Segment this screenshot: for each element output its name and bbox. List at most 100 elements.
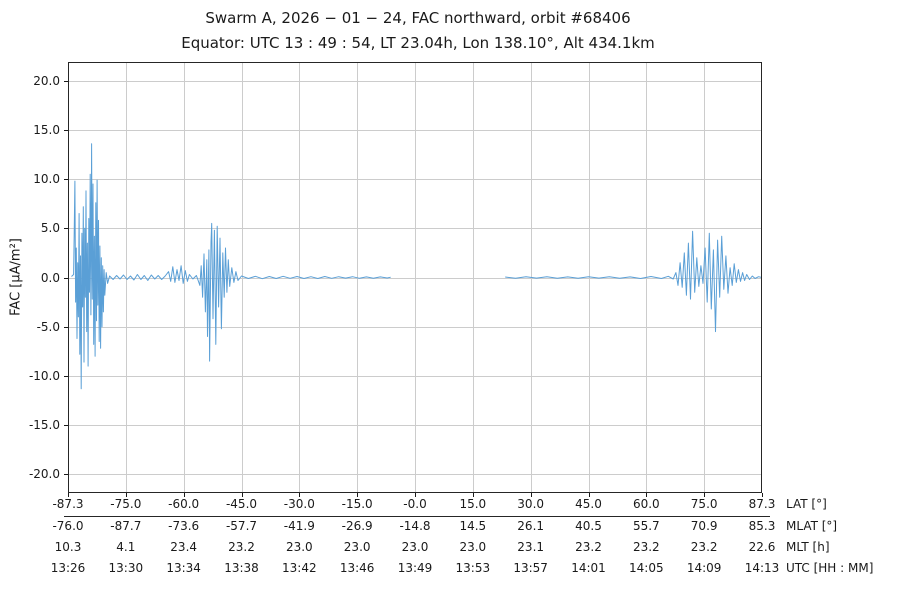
x-tick-label-utc: 14:01 <box>571 561 606 575</box>
y-tick-mark <box>64 376 68 377</box>
x-tick-label-lat: 45.0 <box>575 497 602 511</box>
x-tick-mark <box>299 493 300 497</box>
x-tick-label-mlt: 23.0 <box>459 540 487 554</box>
x-tick-label-mlt: 23.2 <box>575 540 602 554</box>
x-tick-mark <box>415 493 416 497</box>
y-tick-label: 15.0 <box>33 122 60 137</box>
x-tick-label-utc: 13:34 <box>166 561 201 575</box>
fac-data-line <box>71 143 391 390</box>
chart-title: Swarm A, 2026 − 01 − 24, FAC northward, … <box>205 9 631 27</box>
x-axis-row-label-lat: LAT [°] <box>786 497 827 511</box>
x-tick-label-utc: 13:38 <box>224 561 259 575</box>
x-tick-label-mlt: 23.0 <box>343 540 371 554</box>
x-tick-label-mlat: -57.7 <box>225 519 258 533</box>
chart-subtitle: Equator: UTC 13 : 49 : 54, LT 23.04h, Lo… <box>181 34 655 52</box>
x-tick-label-lat: -30.0 <box>283 497 315 511</box>
x-tick-label-utc: 13:53 <box>455 561 491 575</box>
x-tick-label-mlat: 14.5 <box>459 519 487 533</box>
x-axis-row-utc: 13:26 13:30 13:34 13:38 13:42 13:46 13:49 13:53… <box>0 561 900 577</box>
x-tick-label-mlt: 23.1 <box>517 540 545 554</box>
y-tick-mark <box>64 130 68 131</box>
y-tick-mark <box>64 425 68 426</box>
x-tick-mark <box>242 493 243 497</box>
y-tick-mark <box>64 81 68 82</box>
x-tick-mark <box>68 493 69 497</box>
x-tick-mark <box>704 493 705 497</box>
x-tick-mark <box>126 493 127 497</box>
x-tick-label-mlat: 55.7 <box>632 519 660 533</box>
y-tick-mark <box>64 474 68 475</box>
x-tick-label-lat: -60.0 <box>168 497 200 511</box>
x-tick-label-utc: 13:57 <box>513 561 548 575</box>
axes-frame <box>68 62 762 493</box>
y-tick-label: -15.0 <box>28 418 60 433</box>
x-tick-mark <box>357 493 358 497</box>
y-tick-label: 10.0 <box>33 172 60 187</box>
x-tick-label-mlt: 4.1 <box>116 540 136 554</box>
x-axis-row-mlt: 10.3 4.1 23.4 23.2 23.0 23.0 23.0 23.0 23.1 23.2 2… <box>0 540 900 556</box>
x-tick-label-mlat: -41.9 <box>283 519 315 533</box>
x-tick-mark <box>184 493 185 497</box>
y-tick-mark <box>64 327 68 328</box>
y-tick-label: 0.0 <box>40 270 60 285</box>
y-tick-label: 20.0 <box>33 73 60 88</box>
x-tick-label-mlt: 10.3 <box>54 540 82 554</box>
fac-data-line <box>505 230 762 333</box>
x-tick-label-utc: 14:09 <box>686 561 722 575</box>
x-tick-label-lat: -75.0 <box>110 497 142 511</box>
x-tick-label-mlat: 70.9 <box>690 519 718 533</box>
x-tick-label-lat: -87.3 <box>52 497 84 511</box>
y-tick-mark <box>64 179 68 180</box>
x-tick-label-mlat: 40.5 <box>575 519 602 533</box>
x-tick-label-mlt: 23.4 <box>170 540 198 554</box>
x-tick-label-lat: -15.0 <box>341 497 373 511</box>
x-tick-label-utc: 13:42 <box>282 561 317 575</box>
x-tick-label-mlat: -87.7 <box>110 519 142 533</box>
y-tick-mark <box>64 228 68 229</box>
y-tick-label: -20.0 <box>28 467 60 482</box>
y-tick-mark <box>64 278 68 279</box>
x-tick-mark <box>589 493 590 497</box>
x-axis-row-mlat: -76.0 -87.7 -73.6 -57.7 -41.9 -26.9 -14.8 14.5 2… <box>0 519 900 535</box>
x-tick-label-lat: 87.3 <box>748 497 776 511</box>
x-tick-mark <box>646 493 647 497</box>
x-axis-row-lat: -87.3 -75.0 -60.0 -45.0 -30.0 -15.0 -0.0 15.0 30… <box>0 497 900 513</box>
x-tick-label-mlt: 23.2 <box>690 540 718 554</box>
y-tick-label: 5.0 <box>40 221 60 236</box>
x-tick-label-lat: 15.0 <box>459 497 487 511</box>
x-tick-mark <box>762 493 763 497</box>
x-tick-mark <box>473 493 474 497</box>
axis-row-separator <box>64 516 770 517</box>
x-tick-label-mlat: -76.0 <box>52 519 84 533</box>
x-tick-label-mlt: 23.2 <box>632 540 660 554</box>
x-tick-label-mlt: 23.2 <box>228 540 255 554</box>
x-tick-label-mlat: 85.3 <box>748 519 776 533</box>
x-tick-label-utc: 13:49 <box>397 561 433 575</box>
x-tick-mark <box>531 493 532 497</box>
x-tick-label-lat: 60.0 <box>632 497 660 511</box>
x-tick-label-mlt: 23.0 <box>401 540 429 554</box>
x-axis-row-label-mlat: MLAT [°] <box>786 519 838 533</box>
x-tick-label-mlt: 23.0 <box>285 540 313 554</box>
x-tick-label-mlat: -26.9 <box>341 519 373 533</box>
plot-area <box>68 62 762 493</box>
x-tick-label-lat: -45.0 <box>225 497 258 511</box>
x-tick-label-utc: 13:26 <box>50 561 86 575</box>
fac-line-chart <box>68 62 762 493</box>
x-tick-label-mlat: -73.6 <box>168 519 200 533</box>
x-tick-label-mlt: 22.6 <box>748 540 776 554</box>
x-tick-label-lat: 30.0 <box>517 497 545 511</box>
x-axis-row-label-utc: UTC [HH : MM] <box>786 561 874 575</box>
x-tick-label-utc: 14:05 <box>629 561 664 575</box>
x-tick-label-utc: 13:46 <box>339 561 375 575</box>
x-tick-label-mlat: 26.1 <box>517 519 545 533</box>
x-tick-label-lat: -0.0 <box>403 497 427 511</box>
x-tick-label-utc: 13:30 <box>108 561 144 575</box>
y-tick-label: -5.0 <box>36 319 60 334</box>
x-tick-label-mlat: -14.8 <box>399 519 431 533</box>
x-tick-label-utc: 14:13 <box>744 561 780 575</box>
x-tick-label-lat: 75.0 <box>690 497 718 511</box>
y-tick-label: -10.0 <box>28 368 60 383</box>
x-axis-row-label-mlt: MLT [h] <box>786 540 830 554</box>
